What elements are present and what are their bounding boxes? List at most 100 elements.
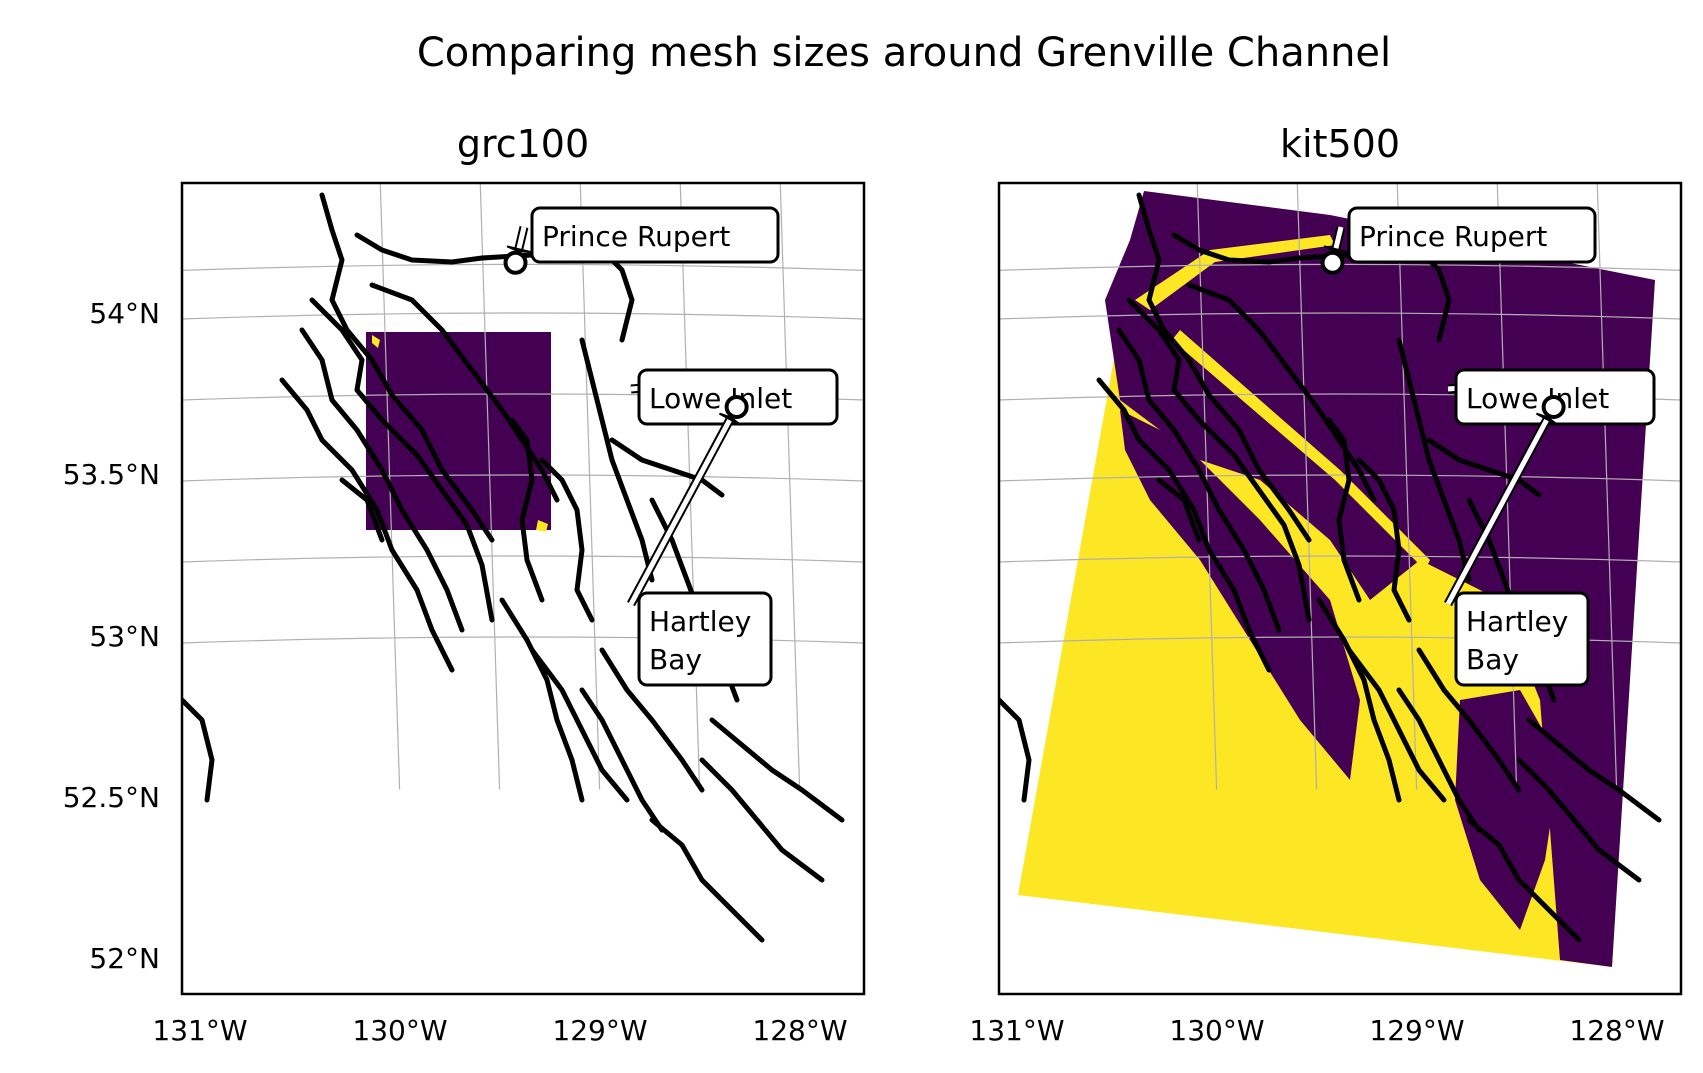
coastline-segment (182, 697, 215, 803)
coastline-segment (499, 597, 585, 803)
meridian-line (878, 112, 900, 789)
x-tick-label: 131°W (152, 1014, 247, 1047)
place-annotations: Prince Rupert Lowe Inlet Hartley Bay (503, 206, 839, 687)
fine-mesh-island (1455, 690, 1560, 930)
coastline-segment (579, 337, 655, 583)
arrow-head (506, 245, 531, 253)
arrow-shaft (1333, 226, 1344, 250)
y-tick-label: 52°N (89, 942, 160, 975)
arrow-head (1535, 412, 1559, 426)
y-tick-labels: 54°N 53.5°N 53°N 52.5°N 52°N (63, 297, 160, 975)
x-tick-labels: 131°W 130°W 129°W 128°W (152, 1014, 847, 1047)
map-frame (997, 181, 1683, 996)
coastline-segment (369, 282, 560, 503)
coastline-segment (699, 757, 825, 883)
parallel-line (182, 312, 864, 320)
coastline-segment (649, 817, 765, 943)
coastline-segment (579, 687, 665, 833)
coastline-segment (299, 327, 465, 633)
coarse-mesh-channel (536, 520, 548, 532)
coastline-segment (1396, 687, 1482, 833)
place-marker (724, 394, 749, 419)
place-label: Prince Rupert (1359, 220, 1547, 253)
meridian-line (1596, 183, 1618, 790)
arrow-head (718, 412, 742, 426)
coastline-segment (354, 232, 535, 265)
place-marker (1320, 250, 1345, 275)
y-tick-label: 52.5°N (63, 781, 160, 814)
coastline-segment (1326, 417, 1362, 603)
x-tick-label: 130°W (352, 1014, 447, 1047)
coastline-segment (1466, 817, 1582, 943)
parallel-line (182, 555, 864, 563)
coastline-segment (1156, 477, 1202, 543)
x-tick-label: 128°W (1569, 1014, 1664, 1047)
x-tick-label: 131°W (969, 1014, 1064, 1047)
parallel-line (999, 555, 1681, 563)
place-marker (503, 250, 528, 275)
coastline-segment (529, 647, 630, 803)
coastline-segment (1116, 327, 1282, 633)
place-label: Hartley (649, 605, 751, 638)
arrow-shaft (628, 418, 733, 606)
place-annotation: Hartley Bay (1444, 394, 1590, 687)
coastline-segment (1526, 717, 1662, 823)
coarse-mesh-channel (372, 335, 380, 348)
coastline-segment (709, 717, 845, 823)
place-label: Lowe Inlet (1466, 382, 1609, 415)
y-tick-label: 54°N (89, 297, 160, 330)
coastline-segment (539, 457, 595, 623)
meridian-line (1695, 112, 1703, 789)
y-tick-label: 53°N (89, 620, 160, 653)
place-label: Hartley (1466, 605, 1568, 638)
meridian-line (1296, 183, 1318, 790)
place-label-box (1454, 591, 1590, 687)
place-label: Bay (649, 643, 702, 676)
figure-title: Comparing mesh sizes around Grenville Ch… (417, 30, 1391, 76)
panel-title: grc100 (457, 122, 589, 166)
place-label-box (530, 206, 780, 264)
parallel-line (999, 312, 1681, 320)
coarse-mesh-channel (1172, 330, 1430, 570)
coastline-segment (1346, 647, 1447, 803)
meridian-line (379, 183, 401, 790)
meridian-line (1196, 183, 1218, 790)
y-tick-label: 53.5°N (63, 458, 160, 491)
coarse-mesh-channel (1135, 235, 1335, 310)
fine-mesh-island (1120, 410, 1360, 780)
panel-title: kit500 (1280, 122, 1400, 166)
coastline-segment (1516, 757, 1642, 883)
coastline-segment (319, 192, 495, 543)
place-annotation: Hartley Bay (627, 394, 773, 687)
x-tick-label: 129°W (552, 1014, 647, 1047)
coastline-segment (1416, 647, 1522, 793)
parallel-line (182, 474, 864, 482)
x-tick-label: 129°W (1369, 1014, 1464, 1047)
x-tick-labels: 131°W 130°W 129°W 128°W (969, 1014, 1664, 1047)
coastline (999, 192, 1662, 943)
map-frame (180, 181, 866, 996)
place-label-box (637, 591, 773, 687)
arrow-shaft (1445, 418, 1550, 606)
coastline-segment (1136, 192, 1312, 543)
place-label: Prince Rupert (542, 220, 730, 253)
coastline-segment (279, 377, 455, 673)
parallel-line (999, 474, 1681, 482)
coastline-segment (509, 417, 545, 603)
place-label-box (1347, 206, 1597, 264)
place-marker (1541, 394, 1566, 419)
coastline-segment (1186, 282, 1377, 503)
map-panel-kit500: kit500 131°W 130°W 129°W 128°W Prince Ruper… (969, 112, 1703, 1047)
meridian-line (978, 112, 1000, 789)
arrow-shaft (516, 226, 527, 250)
place-label: Bay (1466, 643, 1519, 676)
coastline-segment (599, 647, 705, 793)
arrow-head (1323, 245, 1348, 253)
meridian-line (479, 183, 501, 790)
coastline-segment (339, 477, 385, 543)
map-panel-grc100: grc100 131°W 130°W 129°W 128°W 54°N 53.5°N 53… (63, 112, 1000, 1047)
x-tick-label: 130°W (1169, 1014, 1264, 1047)
place-annotations: Prince Rupert Lowe Inlet Hartley Bay (1320, 206, 1656, 687)
place-annotation: Prince Rupert (503, 206, 780, 275)
